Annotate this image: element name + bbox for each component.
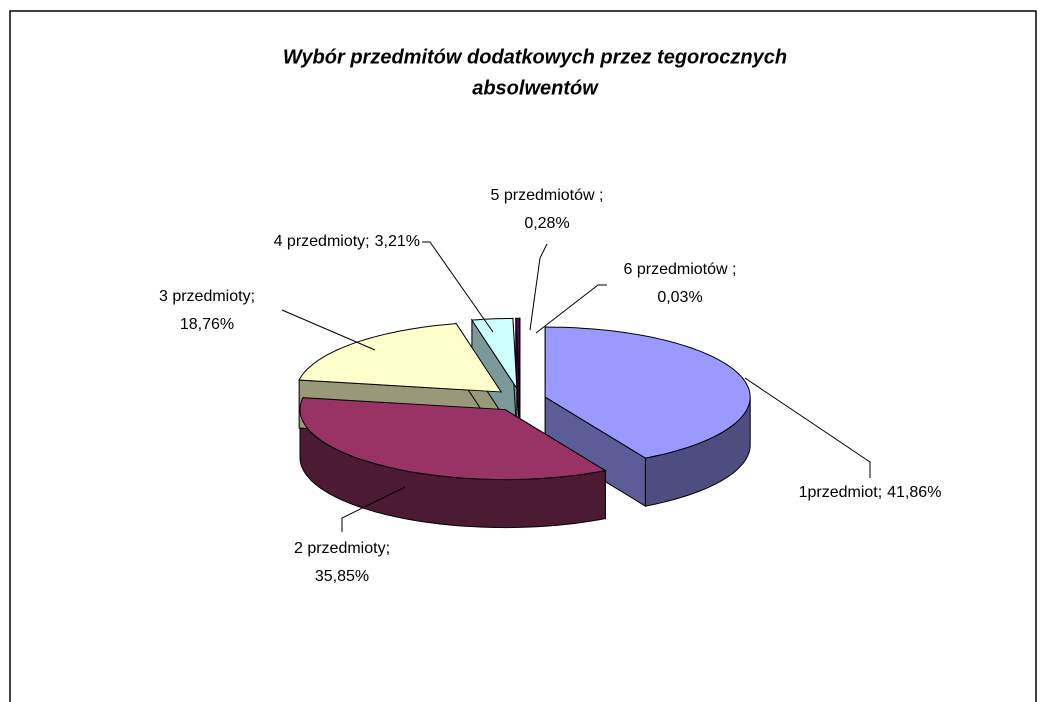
leader-line xyxy=(341,486,406,532)
chart-title: absolwentów xyxy=(472,77,599,99)
leader-line xyxy=(535,284,607,334)
label-value: 18,76% xyxy=(180,316,234,333)
chart-title: Wybór przedmitów dodatkowych przez tegor… xyxy=(283,46,787,68)
label-value: 35,85% xyxy=(315,568,369,585)
label-category: 2 przedmioty; xyxy=(294,540,390,557)
label-category: 5 przedmiotów ; xyxy=(491,187,604,204)
label-category: 1przedmiot; xyxy=(799,484,883,501)
label-category: 6 przedmiotów ; xyxy=(624,261,737,278)
chart-frame xyxy=(9,10,1037,702)
slice xyxy=(299,397,607,481)
label-value: 3,21% xyxy=(375,233,420,250)
leader-line xyxy=(529,243,548,331)
label-category: 3 przedmioty; xyxy=(159,288,255,305)
leader-line xyxy=(744,377,871,478)
data-label: 4 przedmioty; 3,21% xyxy=(274,233,420,250)
label-value: 41,86% xyxy=(887,484,941,501)
leader-line xyxy=(422,241,494,333)
label-value: 0,28% xyxy=(524,215,569,232)
label-value: 0,03% xyxy=(657,289,702,306)
data-label: 1przedmiot; 41,86% xyxy=(799,484,942,501)
slice xyxy=(298,323,503,393)
label-category: 4 przedmioty; xyxy=(274,233,370,250)
slice xyxy=(471,317,518,391)
slice xyxy=(544,326,751,459)
leader-line xyxy=(281,309,376,351)
